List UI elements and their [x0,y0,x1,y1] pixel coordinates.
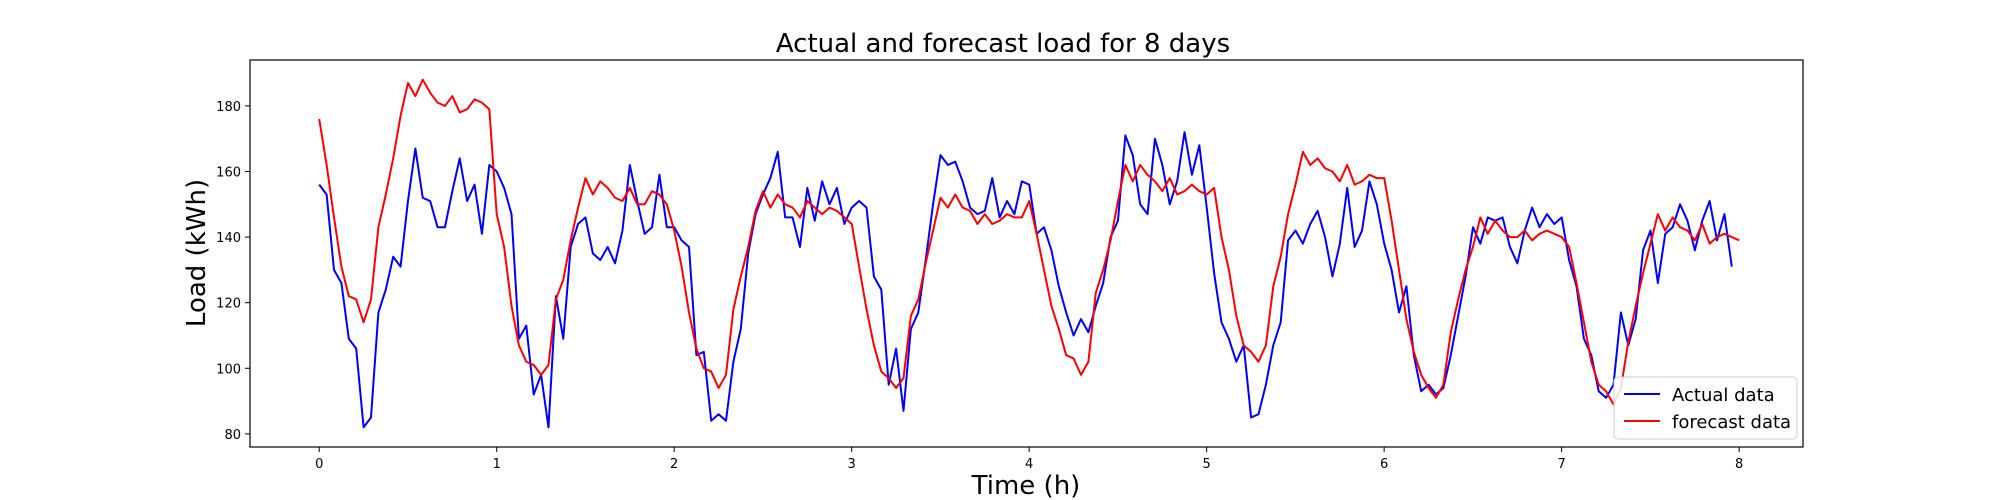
x-tick-label: 3 [848,457,856,472]
y-tick-label: 100 [216,362,241,377]
plot-frame [249,59,1804,448]
x-tick-label: 8 [1735,457,1743,472]
legend-box [1613,376,1798,440]
x-tick-label: 0 [315,457,323,472]
x-tick-label: 1 [493,457,501,472]
y-tick-label: 160 [216,166,241,181]
y-tick-label: 80 [224,428,241,443]
x-tick-label: 7 [1557,457,1565,472]
y-axis-ticks: 80 100 120 140 160 180 [216,100,250,443]
x-tick-label: 4 [1025,457,1033,472]
chart-title: Actual and forecast load for 8 days [776,29,1230,59]
y-tick-label: 140 [216,231,241,246]
y-tick-label: 180 [216,100,241,115]
x-tick-label: 5 [1203,457,1211,472]
series-line-actual [318,131,1733,429]
plot-area [249,59,1804,448]
x-axis-label: Time (h) [971,471,1081,500]
legend-label-forecast: forecast data [1672,412,1791,433]
legend-label-actual: Actual data [1672,385,1775,406]
y-tick-label: 120 [216,297,241,312]
x-tick-label: 2 [670,457,678,472]
series-line-forecast [318,78,1740,406]
series-layer [318,78,1740,429]
x-tick-label: 6 [1380,457,1388,472]
y-axis-label: Load (kWh) [182,179,212,327]
legend: Actual data forecast data [1613,376,1798,440]
x-axis-ticks: 0 1 2 3 4 5 6 7 8 [315,447,1743,472]
